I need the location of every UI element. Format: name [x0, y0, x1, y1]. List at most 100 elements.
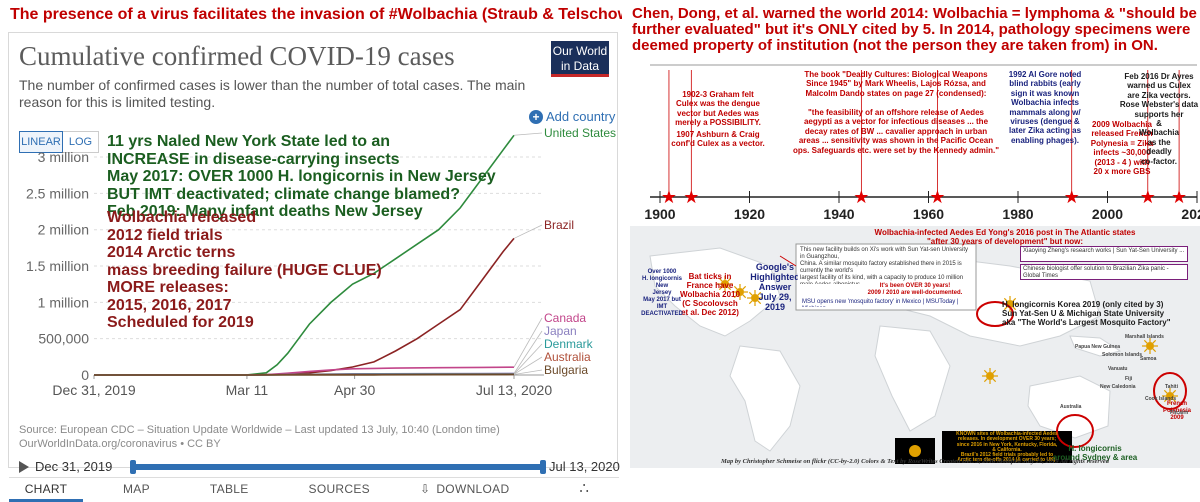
timeline-annotation-line: Since 1945" by Mark Wheelis, Lajos Rózsa…: [806, 79, 986, 89]
new-jersey-label-line: Jersey: [652, 290, 672, 296]
tab-sources[interactable]: SOURCES: [308, 481, 370, 496]
download-icon: ⇩: [419, 481, 431, 496]
series-label: Japan: [544, 324, 577, 338]
timeline-annotation-line: ops. Safeguards etc. were set by the Ken…: [792, 145, 1000, 155]
timeline-annotation-line: decay rates of BW ... cavalier approach …: [804, 126, 988, 136]
y-tick-label: 2 million: [38, 222, 89, 238]
x-tick-label: Apr 30: [334, 382, 375, 398]
sydney-circle: [1056, 414, 1094, 448]
place-label-line: Samoa: [1140, 356, 1157, 362]
timeline-annotation: 2009 Wolbachia released French Polynesia =…: [1088, 120, 1156, 176]
owid-chart-card: Cumulative confirmed COVID-19 cases The …: [8, 32, 620, 502]
release-site-ray: [1152, 339, 1157, 344]
korea-label-line: aka "The World's Largest Mosquito Factor…: [1002, 318, 1171, 327]
timeline-annotation-line: blind rabbits (early: [1009, 79, 1081, 89]
owid-logo[interactable]: Our World in Data: [551, 41, 609, 77]
korea-label-line: Sun Yat-Sen U & Michigan State Universit…: [1002, 309, 1165, 318]
log-scale-button[interactable]: LOG: [63, 131, 99, 153]
green-note-line: INCREASE in disease-carrying insects: [107, 150, 400, 168]
timeline-annotation-line: 1902-3 Graham felt: [682, 90, 754, 99]
release-site-ray: [1172, 398, 1177, 403]
release-site-marker: [986, 372, 994, 380]
timeline-year-label: 1920: [734, 206, 765, 222]
snippet-note-line: 2009 / 2010 are well-documented.: [867, 290, 963, 296]
place-label-line: Pitcairn: [1170, 410, 1189, 416]
source-link[interactable]: OurWorldInData.org/coronavirus • CC BY: [19, 438, 221, 450]
place-label-line: Tahiti: [1165, 384, 1178, 390]
timeline-annotation-line: infects ~30,000: [1093, 148, 1151, 158]
tab-table[interactable]: TABLE: [209, 481, 249, 496]
tab-map[interactable]: MAP: [123, 481, 150, 496]
timeline-year-label: 1940: [823, 206, 854, 222]
series-label-connector: [513, 330, 543, 374]
google-answer-label-line: Highlighted: [750, 272, 800, 282]
sydney-label-line: H. longicornis: [1068, 444, 1122, 453]
release-site-ray: [718, 286, 723, 291]
plus-circle-icon: +: [529, 110, 543, 124]
new-jersey-label: Over 1000 H. longicornis New Jersey May 2017…: [640, 269, 684, 318]
play-icon[interactable]: [19, 461, 29, 473]
landmass: [649, 247, 781, 337]
release-site-marker: [751, 294, 759, 302]
release-site-ray: [718, 277, 723, 282]
event-star-marker: ★: [853, 187, 869, 208]
timeline-annotation-line: 2009 Wolbachia: [1092, 120, 1152, 129]
source-line: Source: European CDC – Situation Update …: [19, 424, 500, 436]
timeline-annotation-line: "the feasibility of an offshore release …: [808, 108, 984, 117]
new-jersey-label-line: May 2017 but: [643, 297, 681, 303]
google-answer-label-line: July 29, 2019: [758, 292, 792, 312]
linear-scale-button[interactable]: LINEAR: [19, 131, 63, 153]
new-jersey-label-line: H. longicornis: [641, 276, 682, 282]
series-label-connector: [513, 132, 543, 136]
snippet-note: It's been OVER 30 years! 2009 / 2010 are …: [860, 283, 970, 297]
timeline-annotation-line: 1992 Al Gore noted: [1008, 70, 1082, 79]
known-sites-label-line: releases. In development OVER 30 years;: [957, 436, 1057, 443]
series-label: Australia: [544, 350, 591, 364]
timeline-year-label: 1960: [913, 206, 944, 222]
chart-title: Cumulative confirmed COVID-19 cases: [19, 41, 455, 71]
timeline-start-handle[interactable]: [130, 460, 136, 474]
map-top-label-line: Wolbachia-infected Aedes Ed Yong's 2016 …: [874, 228, 1136, 237]
series-label: Canada: [544, 311, 586, 325]
red-note-line: MORE releases:: [107, 279, 229, 296]
timeline-annotation-line: Polynesia = Zika: [1090, 138, 1154, 148]
release-site-ray: [1172, 389, 1177, 394]
series-label-connector: [513, 356, 543, 375]
korea-label-line: H. longicornis Korea 2019 (only cited by…: [1002, 300, 1164, 309]
map-credit-line: Map by Christopher Schmeise on flickr (C…: [721, 458, 1109, 465]
place-label-line: Australia: [1060, 404, 1082, 410]
release-site-ray: [727, 277, 732, 282]
release-site-ray: [1012, 306, 1017, 311]
msu-link-line: MSU opens new 'mosquito factory' in Mexi…: [802, 299, 959, 307]
add-country-button[interactable]: + Add country: [529, 109, 615, 124]
timeline-annotation-line: 1907 Ashburn & Craig: [676, 130, 760, 139]
reference-box-2: Chinese biologist offer solution to Braz…: [1020, 264, 1188, 280]
release-site-marker: [1166, 392, 1174, 400]
release-site-ray: [983, 378, 988, 383]
timeline-annotation: The book "Deadly Cultures: Biological We…: [787, 70, 1005, 98]
timeline-infographic: Chen, Dong, et al. warned the world 2014…: [622, 0, 1200, 468]
timeline-range-bar[interactable]: [133, 464, 543, 470]
timeline-annotation-line: Feb 2016 Dr Ayres: [1124, 72, 1194, 81]
series-label-connector: [513, 224, 543, 239]
series-label: Denmark: [544, 337, 594, 351]
owid-panel: The presence of a virus facilitates the …: [0, 0, 684, 502]
tab-chart[interactable]: CHART: [9, 478, 83, 502]
right-headline: Chen, Dong, et al. warned the world 2014…: [632, 5, 1197, 54]
tab-download[interactable]: ⇩ DOWNLOAD: [410, 478, 519, 502]
place-label: Australia: [1060, 404, 1081, 410]
timeline-end-handle[interactable]: [540, 460, 546, 474]
timeline-annotation: Feb 2016 Dr Ayres warned us Culex are Zika…: [1118, 72, 1200, 166]
download-label: DOWNLOAD: [436, 481, 510, 496]
release-site-ray: [1003, 306, 1008, 311]
covid-line-chart: 0 500,000 1 million 1.5 million 2 million 2.5…: [26, 126, 616, 398]
add-country-label: Add country: [546, 109, 616, 124]
polynesia-label-line: French Polynesia: [1162, 401, 1191, 414]
share-icon[interactable]: ∴: [579, 479, 590, 497]
timeline-annotation-line: aegypti as a vector for infectious disea…: [803, 117, 989, 127]
korea-label: H. longicornis Korea 2019 (only cited by…: [1002, 300, 1192, 327]
landmass: [874, 325, 951, 432]
red-note-line: Scheduled for 2019: [107, 314, 254, 331]
release-site-ray: [1163, 398, 1168, 403]
release-site-ray: [1143, 339, 1148, 344]
